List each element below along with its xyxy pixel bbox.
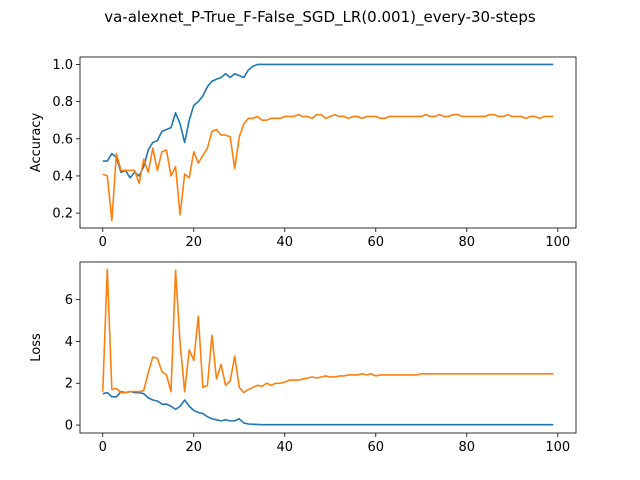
- y-tick-label: 2: [65, 377, 73, 392]
- figure-title: va-alexnet_P-True_F-False_SGD_LR(0.001)_…: [104, 8, 536, 27]
- plot-frame: [79, 56, 577, 229]
- y-tick-label: 0.4: [52, 169, 73, 184]
- x-tick-label: 20: [185, 440, 202, 455]
- x-tick-label: 0: [99, 235, 107, 250]
- x-tick-label: 0: [99, 440, 107, 455]
- y-tick-label: 6: [65, 293, 73, 308]
- x-tick-label: 40: [276, 440, 293, 455]
- x-tick-label: 100: [545, 235, 570, 250]
- x-tick-label: 40: [276, 235, 293, 250]
- y-axis-label: Accuracy: [29, 113, 44, 173]
- train-series-line-1: [102, 390, 554, 426]
- x-tick-label: 80: [459, 235, 476, 250]
- y-axis-label: Loss: [29, 333, 44, 362]
- y-tick-label: 0.8: [52, 95, 73, 110]
- loss-chart: 0 20 40 60 80 100 0 2 4 6 Loss: [29, 261, 577, 455]
- val-series-line-0: [102, 113, 554, 222]
- accuracy-chart: 0 20 40 60 80 100 0.2 0.4 0.6 0.8 1.0 Accuracy: [29, 56, 577, 250]
- x-tick-label: 100: [545, 440, 570, 455]
- x-tick-label: 60: [368, 235, 385, 250]
- plot-frame: [79, 261, 577, 434]
- x-tick-label: 20: [185, 235, 202, 250]
- val-series-line-1: [101, 268, 554, 394]
- y-tick-label: 1.0: [52, 58, 73, 73]
- y-tick-label: 0.2: [52, 207, 73, 222]
- y-tick-label: 0.6: [52, 132, 73, 147]
- x-tick-label: 60: [368, 440, 385, 455]
- y-tick-label: 4: [65, 335, 73, 350]
- y-tick-label: 0: [65, 419, 73, 434]
- x-tick-label: 80: [459, 440, 476, 455]
- train-series-line-0: [102, 63, 554, 179]
